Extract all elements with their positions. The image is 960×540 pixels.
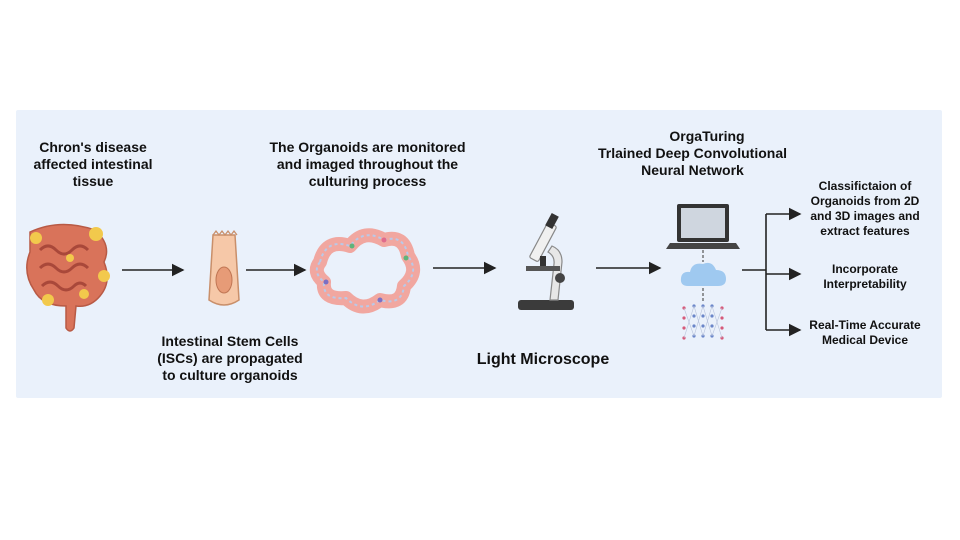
neural-network-icon <box>682 304 724 340</box>
cloud-icon <box>680 250 726 302</box>
diagram-panel <box>16 110 942 398</box>
microscope-label: Light Microscope <box>476 351 610 368</box>
microscope-icon <box>518 212 574 310</box>
organoids-label: The Organoids are monitored and imaged t… <box>269 139 466 189</box>
tissue-label: Chron's disease affected intestinal tiss… <box>33 139 153 189</box>
stem-cell-icon <box>208 230 240 306</box>
stem-cells-label: Intestinal Stem Cells (ISCs) are propaga… <box>157 333 303 383</box>
output-bracket <box>742 207 802 337</box>
orgaturing-subtitle: Trlained Deep Convolutional Neural Netwo… <box>597 145 788 178</box>
flow-arrows <box>122 261 662 277</box>
laptop-icon <box>666 204 740 249</box>
orgaturing-title: OrgaTuring <box>669 128 745 144</box>
output-classification-label: Classifictaion of Organoids from 2D and … <box>810 179 920 238</box>
output-interpretability-label: Incorporate Interpretability <box>823 262 907 291</box>
intestine-icon <box>26 223 110 332</box>
output-device-label: Real-Time Accurate Medical Device <box>809 318 921 347</box>
organoid-icon <box>309 228 421 314</box>
